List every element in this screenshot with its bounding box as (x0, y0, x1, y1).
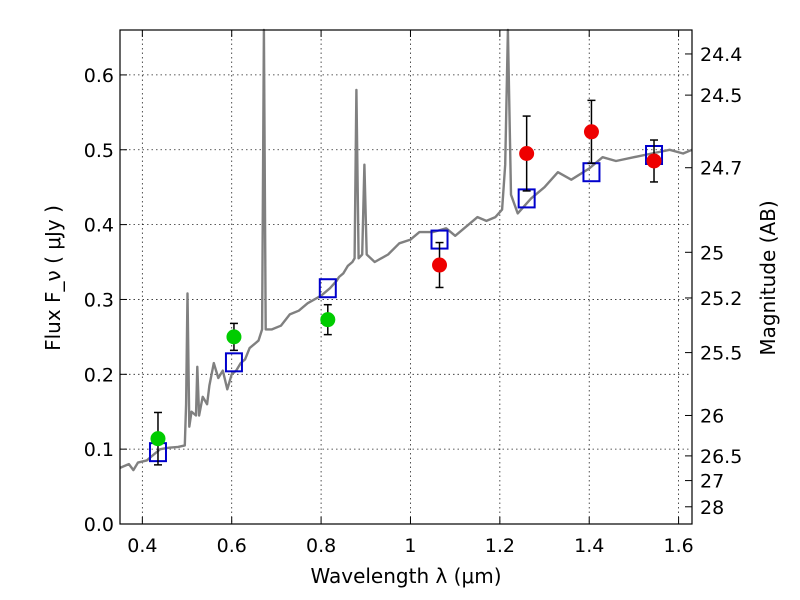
y-tick-label: 0.1 (84, 439, 114, 461)
model-spectrum-line (119, 28, 693, 472)
y-tick-label: 0.3 (84, 289, 114, 311)
x-tick-label: 0.4 (127, 535, 157, 557)
magnitude-tick-label: 28 (700, 497, 724, 519)
model-point-marker (224, 352, 243, 373)
y-axis-label: Flux F_ν ( μJy ) (41, 205, 65, 351)
observed-optical-point (226, 329, 242, 345)
magnitude-tick-label: 26 (700, 405, 724, 427)
x-tick-label: 1.4 (574, 535, 604, 557)
axis-ticks (120, 30, 692, 525)
model-spectrum-series (119, 28, 693, 472)
x-tick-label: 1 (404, 535, 416, 557)
x-axis-label: Wavelength λ (μm) (310, 564, 501, 588)
observed-nir-point (583, 124, 599, 140)
x-tick-label: 1.2 (485, 535, 515, 557)
magnitude-axis-label: Magnitude (AB) (756, 200, 780, 355)
magnitude-tick-label: 24.7 (700, 158, 742, 180)
observed-nir-point (432, 257, 448, 273)
y-tick-label: 0.4 (84, 215, 114, 237)
x-tick-label: 1.6 (663, 535, 693, 557)
magnitude-tick-label: 25.5 (700, 343, 742, 365)
magnitude-tick-label: 24.4 (700, 44, 742, 66)
axis-tick-labels: 0.4 0.6 0.8 1 1.2 1.4 1.6 0.0 0.1 0.2 0.3 0.4 0.5 0.6… (84, 44, 743, 557)
x-tick-label: 0.8 (306, 535, 336, 557)
y-tick-label: 0.0 (84, 514, 114, 536)
y-tick-label: 0.2 (84, 364, 114, 386)
magnitude-tick-label: 27 (700, 471, 724, 493)
y-tick-label: 0.6 (84, 65, 114, 87)
observed-nir-point (646, 153, 662, 169)
observed-points-series (150, 99, 662, 466)
observed-nir-point (519, 146, 535, 161)
plot-frame (119, 29, 693, 525)
observed-optical-point (150, 431, 166, 447)
observed-optical-point (320, 312, 336, 328)
magnitude-tick-label: 25 (700, 242, 724, 264)
x-tick-label: 0.6 (217, 535, 247, 557)
model-points-series (148, 144, 664, 463)
y-tick-label: 0.5 (84, 140, 114, 162)
grid (120, 30, 692, 525)
magnitude-tick-label: 26.5 (700, 446, 742, 468)
magnitude-tick-label: 24.5 (700, 85, 742, 107)
magnitude-tick-label: 25.2 (700, 288, 742, 310)
model-point-marker (318, 278, 337, 299)
